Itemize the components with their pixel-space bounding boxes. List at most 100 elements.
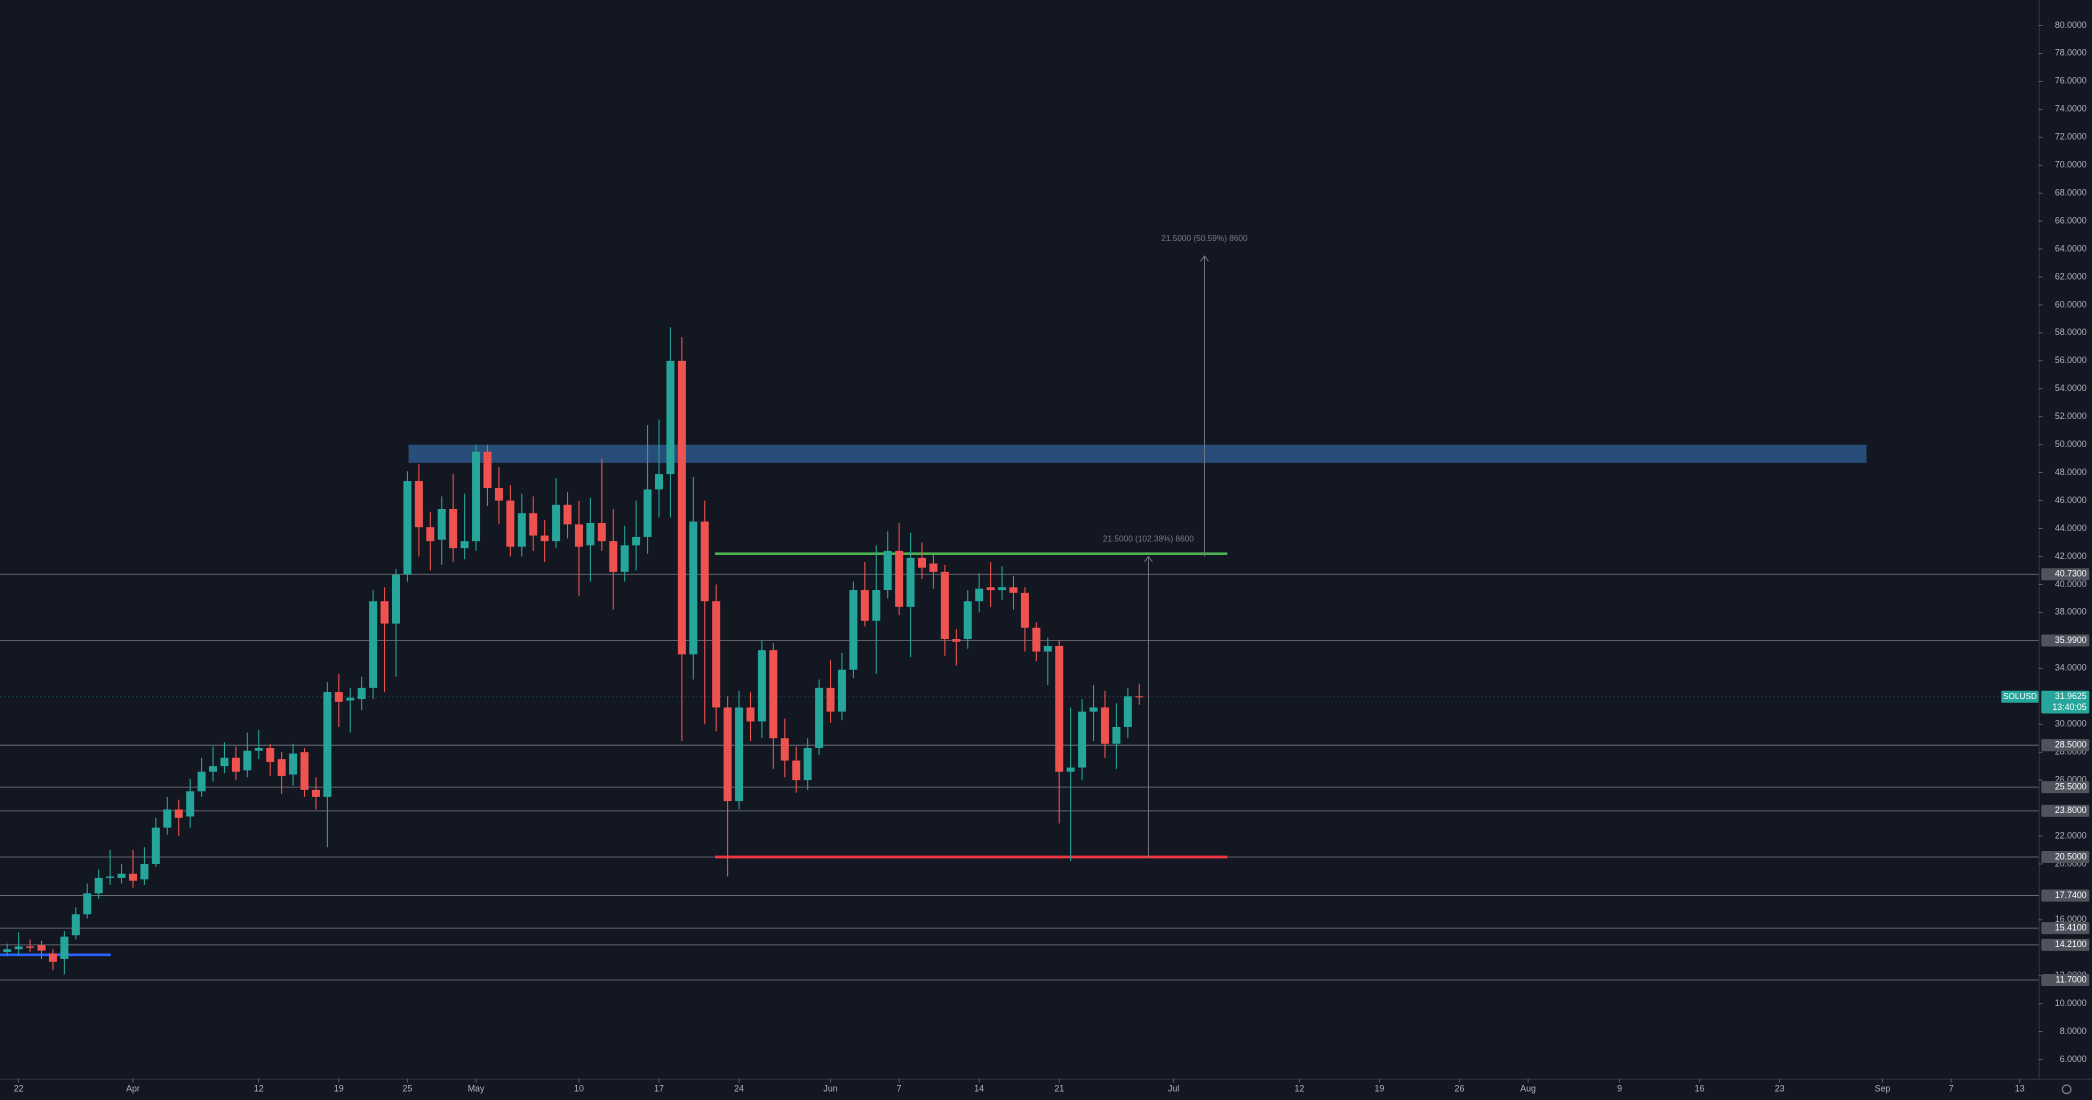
x-tick-label: 17	[654, 1084, 664, 1094]
y-tick-label: 40.0000	[2055, 579, 2087, 589]
x-tick-label: 7	[897, 1084, 902, 1094]
y-tick-label: 44.0000	[2055, 523, 2087, 533]
candle-body	[529, 513, 538, 536]
candle-body	[849, 590, 858, 670]
y-tick-label: 80.0000	[2055, 20, 2087, 30]
candle-body	[1066, 767, 1075, 772]
candle-body	[609, 541, 618, 572]
candle-body	[837, 669, 846, 712]
y-tick-label: 74.0000	[2055, 104, 2087, 114]
y-tick-label: 8.0000	[2060, 1026, 2087, 1036]
zone	[408, 444, 1867, 463]
level-label: 35.9900	[2055, 635, 2087, 645]
x-tick-label: 21	[1054, 1084, 1064, 1094]
candle-body	[1043, 645, 1052, 652]
x-tick-label: 7	[1949, 1084, 1954, 1094]
measure-label: 21.5000 (50.59%) 8600	[1161, 234, 1248, 243]
candle-body	[346, 697, 355, 701]
candle-body	[517, 513, 526, 547]
candle-body	[414, 481, 423, 528]
y-tick-label: 16.0000	[2055, 914, 2087, 924]
y-tick-label: 64.0000	[2055, 243, 2087, 253]
candle-body	[952, 638, 961, 642]
candle-body	[472, 451, 481, 542]
measure-label: 21.5000 (102.38%) 8600	[1103, 534, 1194, 543]
candle-body	[106, 876, 115, 878]
x-tick-label: May	[468, 1084, 485, 1094]
candle-body	[300, 752, 309, 790]
y-tick-label: 58.0000	[2055, 327, 2087, 337]
candle-body	[231, 757, 240, 772]
candle-body	[620, 545, 629, 572]
candle-body	[140, 863, 149, 880]
candle-body	[723, 707, 732, 802]
candle-body	[940, 571, 949, 639]
level-label: 11.7000	[2056, 974, 2087, 984]
candle-body	[712, 601, 721, 708]
candle-body	[369, 601, 378, 688]
candle-body	[254, 747, 263, 751]
candle-body	[311, 789, 320, 797]
level-label-box	[2041, 922, 2090, 935]
measure-arrow	[1200, 255, 1209, 262]
candle-body	[449, 508, 458, 549]
candle-body	[1032, 627, 1041, 652]
candle-body	[1100, 707, 1109, 744]
candle-body	[37, 945, 46, 951]
candle-body	[906, 557, 915, 607]
candle-body	[1089, 707, 1098, 712]
level-label: 15.4100	[2055, 922, 2087, 932]
candle-body	[1055, 645, 1064, 772]
candle-body	[71, 914, 80, 936]
candle-body	[14, 946, 23, 950]
candle-body	[540, 535, 549, 542]
y-tick-label: 10.0000	[2055, 998, 2087, 1008]
candle-body	[895, 550, 904, 607]
x-tick-label: 14	[974, 1084, 984, 1094]
y-tick-label: 30.0000	[2055, 719, 2087, 729]
candle-body	[380, 601, 389, 624]
candle-body	[403, 481, 412, 575]
y-tick-label: 42.0000	[2055, 551, 2087, 561]
candle-body	[746, 707, 755, 722]
candle-body	[151, 827, 160, 864]
x-tick-label: 13	[2015, 1084, 2025, 1094]
candle-body	[494, 488, 503, 501]
x-tick-label: 12	[1294, 1084, 1304, 1094]
candle-body	[860, 590, 869, 621]
candle-body	[323, 692, 332, 797]
candle-body	[700, 521, 709, 602]
candle-body	[94, 877, 103, 894]
y-tick-label: 72.0000	[2055, 132, 2087, 142]
candle-body	[197, 771, 206, 792]
y-tick-label: 52.0000	[2055, 411, 2087, 421]
candle-body	[677, 360, 686, 655]
candle-body	[552, 504, 561, 542]
y-tick-label: 62.0000	[2055, 271, 2087, 281]
measure-arrow	[1144, 555, 1153, 563]
x-tick-label: Sep	[1875, 1084, 1891, 1094]
candle-body	[1009, 587, 1018, 593]
candle-body	[975, 588, 984, 602]
x-tick-label: 26	[1455, 1084, 1465, 1094]
candle-body	[666, 360, 675, 475]
y-tick-label: 26.0000	[2055, 774, 2087, 784]
x-tick-label: 24	[734, 1084, 744, 1094]
candle-body	[60, 936, 69, 960]
settings-icon[interactable]	[2061, 1084, 2072, 1095]
candle-body	[277, 759, 286, 776]
x-tick-label: Aug	[1520, 1084, 1536, 1094]
y-tick-label: 60.0000	[2055, 299, 2087, 309]
x-tick-label: Jun	[823, 1084, 837, 1094]
x-tick-label: 22	[14, 1084, 24, 1094]
x-tick-label: 9	[1617, 1084, 1622, 1094]
level-label: 40.7300	[2055, 569, 2087, 579]
level-label-box	[2041, 634, 2090, 647]
candle-body	[483, 451, 492, 489]
candle-body	[597, 522, 606, 542]
x-tick-label: 10	[574, 1084, 584, 1094]
x-tick-label: 19	[334, 1084, 344, 1094]
level-label: 23.8000	[2055, 805, 2087, 815]
